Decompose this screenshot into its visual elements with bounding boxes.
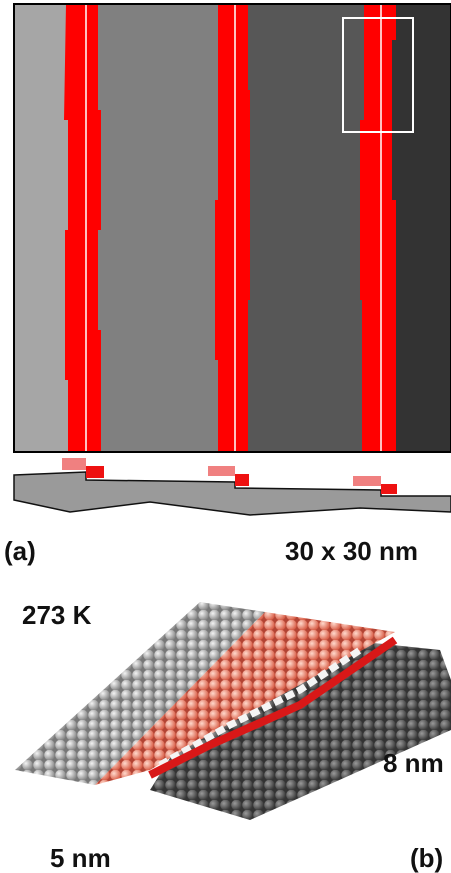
temperature-label: 273 K — [22, 600, 91, 631]
atom-model — [15, 602, 451, 820]
dimension-label: 8 nm — [383, 748, 444, 779]
stm-image — [14, 4, 451, 452]
figure: (a) 30 x 30 nm 273 K 8 nm 5 nm (b) — [0, 0, 451, 873]
panel-label: (b) — [410, 843, 443, 873]
scale-label: 30 x 30 nm — [285, 536, 418, 567]
height-profile — [14, 458, 451, 515]
figure-graphics — [0, 0, 451, 873]
panel-label: (a) — [4, 536, 36, 567]
dimension-label: 5 nm — [50, 843, 111, 873]
